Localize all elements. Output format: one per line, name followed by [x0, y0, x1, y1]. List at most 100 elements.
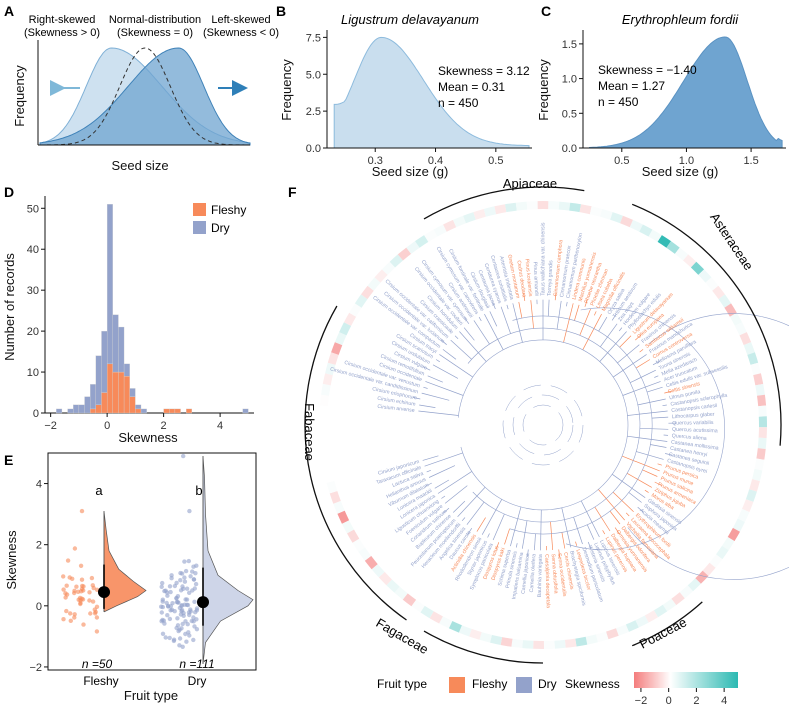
ring-segment	[484, 206, 496, 216]
fleshy-point	[64, 609, 68, 613]
fleshy-point	[73, 546, 77, 550]
tree-branch	[564, 303, 574, 342]
normal-sublabel: (Skewness = 0)	[117, 27, 193, 39]
ring-segment	[569, 203, 581, 212]
tree-branch	[534, 534, 535, 550]
y-tick-label: 10	[27, 367, 39, 379]
tree-branch	[562, 532, 565, 548]
tree-branch	[658, 464, 662, 465]
fleshy-point	[79, 589, 83, 593]
tree-branch	[422, 393, 450, 400]
tree-branch	[638, 399, 666, 405]
dry-point	[184, 569, 188, 573]
fleshy-point	[90, 576, 94, 580]
mean-point	[197, 596, 209, 608]
tree-branch	[587, 525, 594, 540]
dry-point	[192, 619, 196, 623]
tree-branch	[501, 307, 511, 334]
tree-branch	[459, 332, 486, 362]
fleshy-bar	[113, 372, 119, 413]
ring-segment	[575, 637, 587, 647]
tree-branch	[423, 387, 427, 388]
tree-branch	[541, 510, 542, 550]
dry-point	[168, 636, 172, 640]
dry-point	[195, 608, 199, 612]
ring-segment	[490, 635, 502, 645]
tree-branch	[618, 345, 640, 363]
fleshy-bar	[107, 364, 113, 413]
tree-core-arc	[523, 405, 563, 445]
dry-bar	[124, 364, 130, 376]
fleshy-point	[69, 619, 73, 623]
fleshy-bar	[96, 405, 102, 413]
panel-b-n: n = 450	[438, 96, 479, 110]
fleshy-half-violin	[104, 511, 146, 612]
tree-branch	[507, 305, 508, 309]
tree-branch	[436, 360, 440, 362]
fleshy-point	[68, 575, 72, 579]
tree-branch	[566, 302, 567, 306]
tree-branch	[467, 502, 484, 525]
dry-point	[181, 454, 185, 458]
dry-point	[178, 578, 182, 582]
y-tick-label: 1.5	[562, 39, 577, 51]
family-asteraceae: Asteraceae	[707, 210, 756, 273]
tree-core-arc	[513, 395, 573, 455]
dry-point	[192, 600, 196, 604]
ring-segment	[505, 203, 517, 212]
x-tick-label: 0.5	[488, 155, 503, 167]
dry-point	[192, 577, 196, 581]
ring-segment	[516, 202, 528, 211]
dry-bar	[107, 204, 113, 364]
dry-bar	[90, 384, 96, 409]
dry-point	[165, 590, 169, 594]
panel-a-curves	[40, 48, 250, 145]
y-tick-label: 0.0	[562, 143, 577, 155]
dry-bar	[101, 331, 107, 392]
ring-segment	[480, 632, 492, 643]
tree-branch	[600, 332, 627, 362]
tree-branch	[619, 328, 622, 331]
y-tick-label: 5.0	[306, 69, 321, 81]
dry-point	[186, 603, 190, 607]
x-tick-label: 0.5	[614, 155, 629, 167]
panel-e-xlabel: Fruit type	[124, 688, 178, 703]
dry-point	[168, 608, 172, 612]
skewness-colorbar	[634, 672, 738, 688]
mean-point	[98, 586, 110, 598]
panel-b-ylabel: Frequency	[279, 59, 294, 121]
tree-branch	[488, 534, 490, 538]
dry-point	[187, 559, 191, 563]
dry-point	[192, 624, 196, 628]
right-skewed-sublabel: (Skewness > 0)	[24, 27, 100, 39]
y-tick-label: 50	[27, 203, 39, 215]
dry-point	[183, 597, 187, 601]
ring-segment	[548, 201, 559, 210]
dry-bar	[56, 409, 62, 413]
tree-branch	[595, 507, 610, 531]
y-tick-label: 40	[27, 244, 39, 256]
ring-segment	[759, 416, 767, 427]
tree-branch	[438, 471, 472, 493]
fleshy-point	[72, 615, 76, 619]
panel-a-ylabel: Frequency	[12, 65, 27, 127]
fleshy-point	[80, 509, 84, 513]
dry-bar	[73, 405, 79, 413]
tree-branch	[647, 387, 663, 392]
tree-branch	[516, 543, 517, 547]
dry-bar	[135, 405, 141, 409]
fleshy-point	[95, 615, 99, 619]
tree-branch	[531, 300, 534, 328]
f-legend-fleshy-label: Fleshy	[472, 677, 507, 691]
ring-segment	[544, 641, 555, 649]
tree-branch	[636, 452, 663, 460]
dry-point	[179, 588, 183, 592]
tree-branch	[418, 411, 458, 416]
tree-branch	[513, 303, 523, 342]
ring-segment	[759, 427, 767, 438]
panel-e-letter: E	[4, 452, 13, 468]
